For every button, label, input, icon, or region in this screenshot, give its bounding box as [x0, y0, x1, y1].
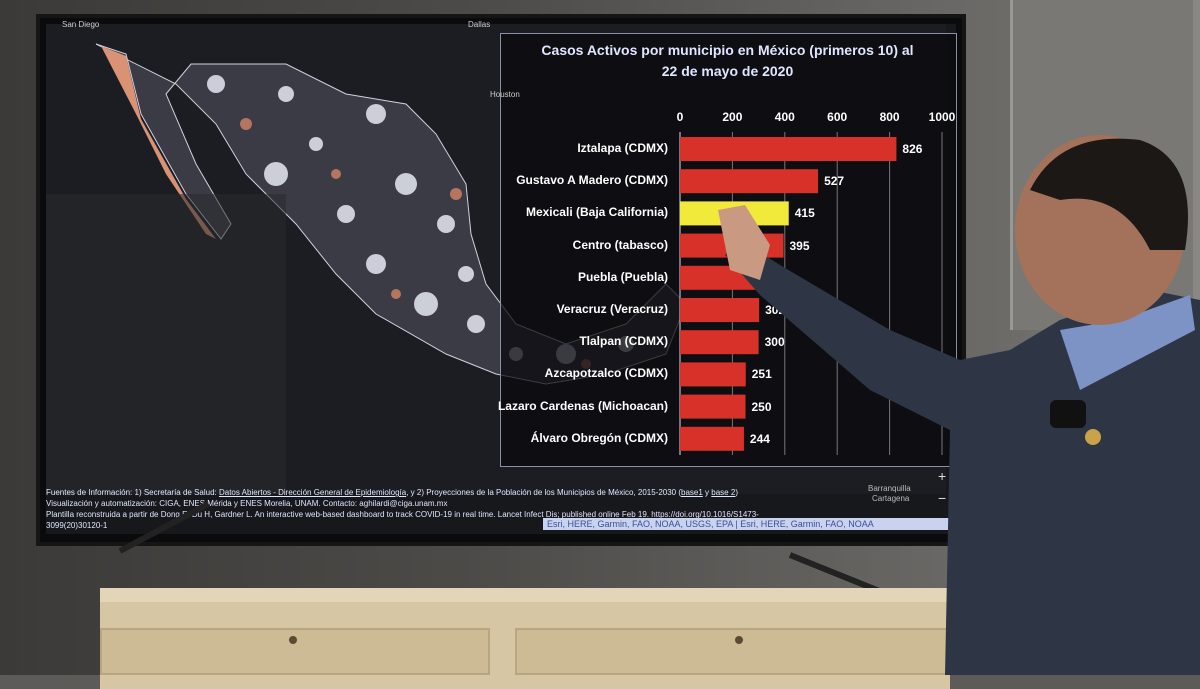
- data-label: 250: [751, 399, 772, 414]
- category-label: Tlalpan (CDMX): [579, 334, 668, 349]
- map-label-barranquilla: Barranquilla: [868, 484, 911, 493]
- footer-line1: Fuentes de Información: 1) Secretaría de…: [46, 487, 806, 498]
- category-label: Lazaro Cardenas (Michoacan): [497, 398, 668, 413]
- category-label: Veracruz (Veracruz): [556, 302, 668, 316]
- bar: [680, 426, 744, 451]
- source-link[interactable]: Datos Abiertos - Dirección General de Ep…: [218, 488, 407, 497]
- zoom-in-button[interactable]: +: [938, 468, 947, 484]
- x-tick-label: 400: [774, 110, 795, 124]
- data-label: 395: [789, 238, 810, 253]
- map-label-dallas: Dallas: [468, 20, 491, 29]
- x-tick-label: 600: [827, 110, 848, 124]
- chart-title: Casos Activos por municipio en México (p…: [500, 40, 955, 82]
- bar: [680, 169, 819, 194]
- category-label: Mexicali (Baja California): [525, 205, 668, 220]
- bar: [680, 330, 759, 355]
- data-label: 244: [749, 431, 770, 446]
- category-label: Azcapotzalco (CDMX): [544, 366, 668, 381]
- map-label-houston: Houston: [490, 90, 520, 99]
- data-label: 527: [824, 174, 845, 189]
- cabinet-drawer: [515, 628, 950, 675]
- bar: [680, 137, 897, 161]
- footer-line2: Visualización y automatización: CIGA, EN…: [46, 499, 448, 508]
- bar: [680, 362, 746, 387]
- category-label: Iztalapa (CDMX): [577, 141, 668, 155]
- category-label: Gustavo A Madero (CDMX): [516, 173, 668, 188]
- x-tick-label: 200: [722, 110, 743, 124]
- map-label-cartagena: Cartagena: [872, 494, 910, 503]
- data-label: 251: [751, 367, 772, 382]
- x-tick-label: 800: [879, 110, 900, 124]
- cabinet-drawer: [100, 628, 490, 675]
- zoom-out-button[interactable]: −: [938, 490, 947, 506]
- data-label: 415: [794, 206, 815, 221]
- presenter: [718, 135, 1200, 675]
- footer-text: , y 2) Proyecciones de la Población de l…: [406, 488, 682, 497]
- footer-text: y: [702, 488, 712, 497]
- category-label: Centro (tabasco): [572, 237, 668, 252]
- x-tick-label: 0: [676, 110, 684, 124]
- footer-text: ): [735, 488, 738, 497]
- footer-line3: Plantilla reconstruida a partir de Dong …: [46, 510, 759, 530]
- chart-title-line1: Casos Activos por municipio en México (p…: [541, 42, 914, 58]
- footer-text: Fuentes de Información: 1) Secretaría de…: [46, 488, 219, 497]
- drawer-knob: [735, 636, 743, 644]
- drawer-knob: [289, 636, 297, 644]
- data-label: 300: [764, 335, 785, 350]
- category-label: Puebla (Puebla): [577, 269, 668, 284]
- base2-link[interactable]: base 2: [711, 488, 736, 497]
- map-attribution: Esri, HERE, Garmin, FAO, NOAA, USGS, EPA…: [543, 518, 953, 530]
- category-label: Álvaro Obregón (CDMX): [530, 430, 668, 445]
- x-tick-label: 1000: [928, 110, 956, 124]
- sources-footer: Fuentes de Información: 1) Secretaría de…: [46, 487, 806, 531]
- map-label-san-diego: San Diego: [62, 20, 100, 29]
- base1-link[interactable]: base1: [681, 488, 703, 497]
- bar: [680, 298, 760, 322]
- bar: [680, 394, 746, 419]
- data-label: 826: [902, 142, 923, 156]
- chart-title-line2: 22 de mayo de 2020: [661, 63, 794, 79]
